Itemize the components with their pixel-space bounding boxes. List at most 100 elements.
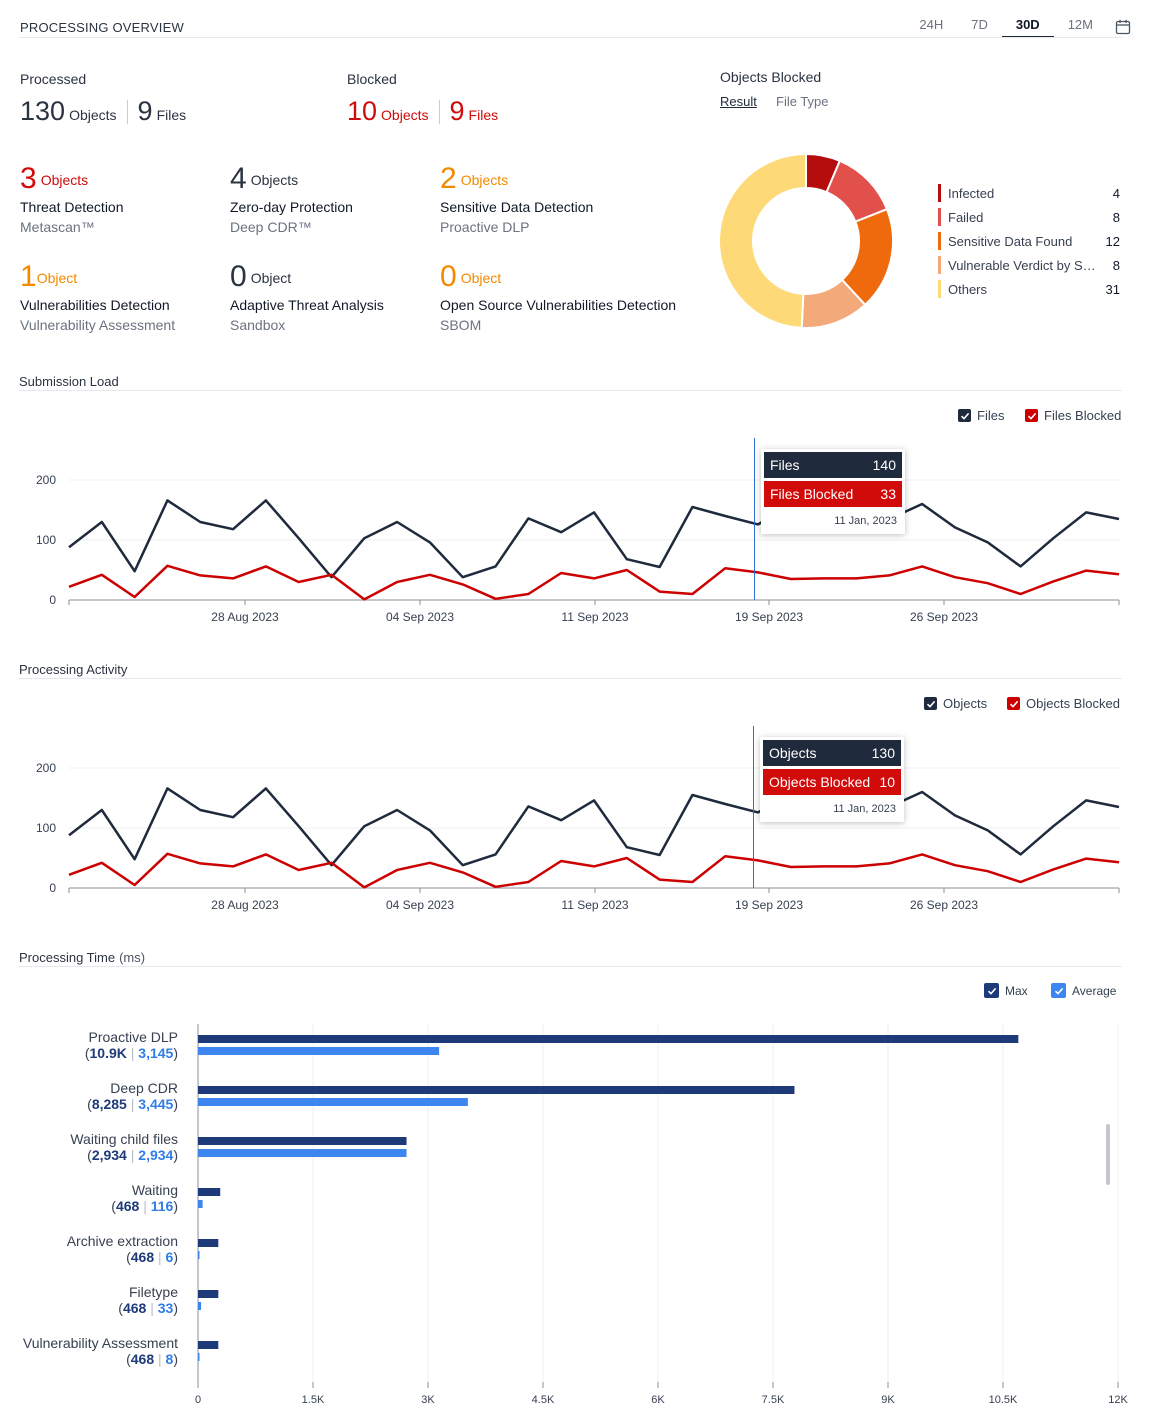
average-value: 3,445 (138, 1096, 174, 1112)
bar-average[interactable] (198, 1200, 203, 1208)
engine-vulnerabilities-detection[interactable]: 1Object Vulnerabilities Detection Vulner… (20, 260, 250, 334)
engine-zero-day-protection[interactable]: 4 Objects Zero-day Protection Deep CDR™ (230, 164, 460, 236)
category-label: Filetype (468 | 33) (0, 1284, 178, 1316)
y-tick-label: 100 (36, 533, 56, 547)
check-icon (1051, 983, 1066, 998)
blocked-objects-unit: Objects (381, 107, 429, 123)
bar-average[interactable] (198, 1098, 468, 1106)
legend-objects-checkbox[interactable]: Objects (924, 696, 987, 711)
legend-color-bar (938, 232, 941, 250)
range-tab-24h[interactable]: 24H (919, 17, 944, 32)
legend-value: 8 (1112, 257, 1120, 273)
check-icon (984, 983, 999, 998)
x-tick-label: 6K (651, 1394, 665, 1406)
processed-label: Processed (20, 71, 87, 87)
calendar-icon[interactable] (1115, 19, 1131, 35)
engine-threat-detection[interactable]: 3 Objects Threat Detection Metascan™ (20, 162, 250, 236)
category-name: Deep CDR (110, 1080, 178, 1096)
category-label: Deep CDR (8,285 | 3,445) (0, 1080, 178, 1112)
legend-label: Failed (948, 209, 984, 225)
legend-row[interactable]: Sensitive Data Found 12 (938, 232, 1120, 250)
engine-count: 2 Objects (440, 162, 509, 195)
engine-name: Zero-day Protection (230, 199, 353, 215)
average-value: 6 (165, 1249, 174, 1265)
legend-row[interactable]: Others 31 (938, 280, 1120, 298)
section-divider (19, 390, 1122, 391)
x-tick-label: 28 Aug 2023 (211, 898, 279, 912)
legend-color-bar (938, 256, 941, 274)
tooltip-date: 11 Jan, 2023 (834, 515, 897, 527)
bar-average[interactable] (198, 1302, 202, 1310)
engine-product: Deep CDR™ (230, 219, 312, 235)
max-value: 2,934 (91, 1147, 127, 1163)
bar-max[interactable] (198, 1290, 219, 1298)
category-values: (10.9K | 3,145) (84, 1045, 178, 1061)
legend-value: 12 (1105, 233, 1120, 249)
tooltip-date: 11 Jan, 2023 (833, 803, 896, 815)
processing-time-chart[interactable]: 0 1.5K 3K 4.5K 6K 7.5K 9K 10.5K 12K (0, 1010, 1159, 1420)
bar-max[interactable] (198, 1341, 219, 1349)
range-tab-12m[interactable]: 12M (1067, 17, 1093, 32)
engine-open-source-vulnerabilities[interactable]: 0 Object Open Source Vulnerabilities Dete… (440, 260, 700, 334)
engine-adaptive-threat-analysis[interactable]: 0 Object Adaptive Threat Analysis Sandbox (230, 262, 460, 334)
range-tab-30d[interactable]: 30D (1001, 16, 1054, 38)
bar-average[interactable] (198, 1149, 407, 1157)
bar-average[interactable] (198, 1251, 200, 1259)
x-tick-label: 12K (1108, 1394, 1128, 1406)
legend-row[interactable]: Infected 4 (938, 184, 1120, 202)
legend-color-bar (938, 208, 941, 226)
bar-max[interactable] (198, 1137, 407, 1145)
submission-tooltip: Files 140 Files Blocked 33 11 Jan, 2023 (761, 449, 905, 534)
legend-average-checkbox[interactable]: Average (1051, 983, 1116, 998)
engine-sensitive-data-detection[interactable]: 2 Objects Sensitive Data Detection Proact… (440, 162, 670, 236)
tab-file-type[interactable]: File Type (776, 94, 829, 109)
engine-product: Proactive DLP (440, 219, 530, 235)
category-label: Proactive DLP (10.9K | 3,145) (0, 1029, 178, 1061)
scrollbar[interactable] (1106, 1124, 1110, 1185)
x-tick-label: 04 Sep 2023 (386, 898, 454, 912)
engine-name: Vulnerabilities Detection (20, 297, 170, 313)
tab-result[interactable]: Result (720, 94, 757, 109)
legend-row[interactable]: Failed 8 (938, 208, 1120, 226)
category-label: Waiting (468 | 116) (0, 1182, 178, 1214)
legend-row[interactable]: Vulnerable Verdict by SB... 8 (938, 256, 1120, 274)
tooltip-row-objects-blocked: Objects Blocked 10 (763, 769, 901, 795)
header-divider (19, 37, 1122, 38)
processed-stat: 130 Objects 9 Files (20, 96, 186, 127)
legend-files-checkbox[interactable]: Files (958, 408, 1004, 423)
category-name: Waiting (131, 1182, 178, 1198)
engine-name: Sensitive Data Detection (440, 199, 594, 215)
legend-value: 8 (1112, 209, 1120, 225)
legend-label: Others (948, 281, 988, 297)
x-tick-label: 4.5K (532, 1394, 555, 1406)
check-icon (1025, 409, 1038, 422)
y-tick-label: 100 (36, 821, 56, 835)
category-values: (2,934 | 2,934) (87, 1147, 178, 1163)
legend-label: Max (1005, 983, 1028, 998)
average-value: 3,145 (138, 1045, 174, 1061)
donut-slice-others[interactable] (718, 153, 807, 329)
legend-files-blocked-checkbox[interactable]: Files Blocked (1025, 408, 1121, 423)
processed-files-count: 9 (137, 96, 153, 126)
bar-max[interactable] (198, 1188, 221, 1196)
engine-count: 3 Objects (20, 162, 89, 195)
legend-max-checkbox[interactable]: Max (984, 983, 1028, 998)
submission-load-chart[interactable]: 0 100 200 28 Aug 2023 04 Sep 2023 11 Sep 2023… (0, 430, 1159, 630)
legend-label: Sensitive Data Found (948, 233, 1073, 249)
bar-average[interactable] (198, 1353, 200, 1361)
bar-max[interactable] (198, 1035, 1019, 1043)
processed-objects-unit: Objects (69, 107, 117, 123)
x-tick-label: 0 (195, 1394, 201, 1406)
processing-activity-chart[interactable]: 0 100 200 28 Aug 2023 04 Sep 2023 11 Sep 2023… (0, 718, 1159, 918)
bar-max[interactable] (198, 1239, 219, 1247)
engine-count: 0 Object (440, 260, 502, 293)
legend-objects-blocked-checkbox[interactable]: Objects Blocked (1007, 696, 1120, 711)
objects-blocked-donut (718, 153, 894, 329)
engine-count: 1Object (20, 260, 78, 293)
objects-blocked-title: Objects Blocked (720, 69, 822, 85)
section-divider (19, 966, 1122, 967)
range-tab-7d[interactable]: 7D (971, 17, 988, 32)
bar-average[interactable] (198, 1047, 440, 1055)
y-tick-label: 200 (36, 761, 56, 775)
bar-max[interactable] (198, 1086, 795, 1094)
